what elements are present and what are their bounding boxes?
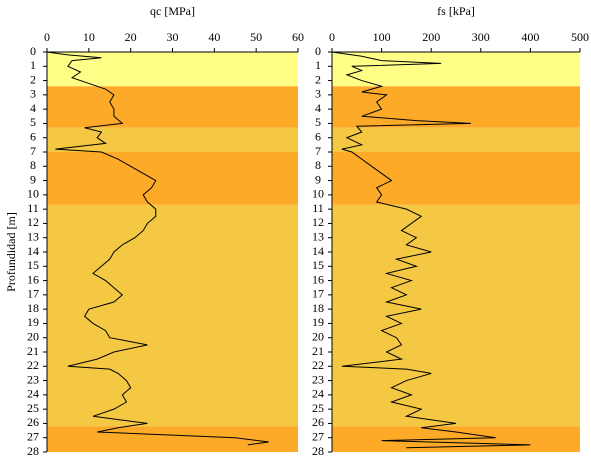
y-tick-label: 10	[27, 187, 39, 201]
y-tick-label: 0	[315, 44, 321, 58]
x-tick-label: 0	[44, 30, 50, 44]
y-tick-label: 27	[312, 429, 324, 443]
y-tick-label: 8	[315, 158, 321, 172]
y-tick-label: 23	[312, 372, 324, 386]
y-tick-label: 24	[27, 387, 39, 401]
x-tick-label: 10	[83, 30, 95, 44]
x-tick-label: 100	[373, 30, 391, 44]
layer-band	[47, 152, 298, 205]
layer-band	[47, 52, 298, 87]
y-tick-label: 20	[27, 329, 39, 343]
x-tick-label: 50	[250, 30, 262, 44]
chart-title: qc [MPa]	[150, 4, 195, 18]
layer-band	[47, 204, 298, 427]
y-tick-label: 12	[312, 215, 324, 229]
layer-band	[332, 152, 580, 205]
y-tick-label: 12	[27, 215, 39, 229]
x-tick-label: 40	[208, 30, 220, 44]
x-tick-label: 20	[125, 30, 137, 44]
y-tick-label: 16	[27, 272, 39, 286]
y-tick-label: 22	[312, 358, 324, 372]
y-tick-label: 21	[312, 344, 324, 358]
y-tick-label: 20	[312, 329, 324, 343]
y-tick-label: 28	[27, 444, 39, 458]
y-tick-label: 13	[27, 229, 39, 243]
y-tick-label: 9	[30, 172, 36, 186]
y-tick-label: 4	[315, 101, 321, 115]
y-tick-label: 19	[312, 315, 324, 329]
y-tick-label: 27	[27, 429, 39, 443]
layer-band	[47, 426, 298, 452]
y-tick-label: 21	[27, 344, 39, 358]
y-tick-label: 15	[312, 258, 324, 272]
y-tick-label: 5	[315, 115, 321, 129]
profile-line	[46, 51, 269, 446]
y-tick-label: 2	[30, 72, 36, 86]
y-tick-label: 4	[30, 101, 36, 115]
y-tick-label: 6	[30, 129, 36, 143]
y-tick-label: 11	[312, 201, 324, 215]
x-tick-label: 30	[167, 30, 179, 44]
y-tick-label: 23	[27, 372, 39, 386]
x-tick-label: 200	[422, 30, 440, 44]
y-tick-label: 7	[315, 144, 321, 158]
y-tick-label: 3	[315, 87, 321, 101]
y-tick-label: 25	[312, 401, 324, 415]
y-tick-label: 17	[312, 287, 324, 301]
y-axis-label: Profundidad [m]	[4, 212, 18, 292]
y-tick-label: 28	[312, 444, 324, 458]
y-tick-label: 17	[27, 287, 39, 301]
layer-band	[47, 86, 298, 128]
y-tick-label: 14	[312, 244, 324, 258]
y-tick-label: 24	[312, 387, 324, 401]
x-tick-label: 0	[329, 30, 335, 44]
y-tick-label: 22	[27, 358, 39, 372]
layer-band	[332, 127, 580, 152]
layer-band	[47, 127, 298, 152]
x-tick-label: 500	[571, 30, 589, 44]
x-tick-label: 300	[472, 30, 490, 44]
y-tick-label: 8	[30, 158, 36, 172]
layer-band	[332, 52, 580, 87]
x-tick-label: 60	[292, 30, 304, 44]
y-tick-label: 3	[30, 87, 36, 101]
y-tick-label: 5	[30, 115, 36, 129]
y-tick-label: 26	[27, 415, 39, 429]
y-tick-label: 9	[315, 172, 321, 186]
y-tick-label: 7	[30, 144, 36, 158]
y-tick-label: 14	[27, 244, 39, 258]
profile-line	[331, 51, 531, 449]
y-tick-label: 19	[27, 315, 39, 329]
y-tick-label: 18	[312, 301, 324, 315]
y-tick-label: 26	[312, 415, 324, 429]
y-tick-label: 18	[27, 301, 39, 315]
y-tick-label: 16	[312, 272, 324, 286]
y-tick-label: 11	[27, 201, 39, 215]
y-tick-label: 25	[27, 401, 39, 415]
y-tick-label: 0	[30, 44, 36, 58]
chart-title: fs [kPa]	[437, 4, 475, 18]
y-tick-label: 1	[315, 58, 321, 72]
layer-band	[332, 204, 580, 427]
y-tick-label: 1	[30, 58, 36, 72]
y-tick-label: 6	[315, 129, 321, 143]
y-tick-label: 10	[312, 187, 324, 201]
y-tick-label: 2	[315, 72, 321, 86]
y-tick-label: 15	[27, 258, 39, 272]
y-tick-label: 13	[312, 229, 324, 243]
x-tick-label: 400	[521, 30, 539, 44]
